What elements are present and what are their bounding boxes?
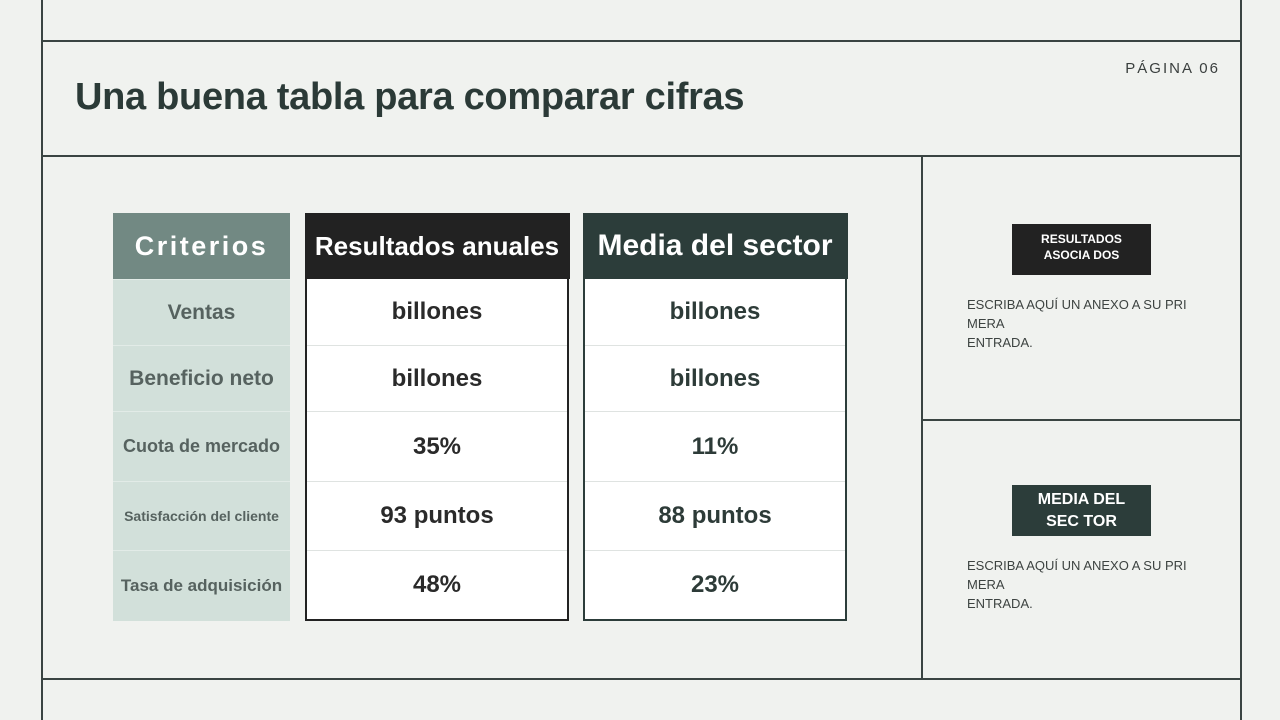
results-cell: 35%	[307, 411, 567, 481]
criteria-cell: Satisfacción del cliente	[113, 481, 290, 550]
sector-column: Media del sector billones billones 11% 8…	[582, 213, 848, 621]
results-column: Resultados anuales billones billones 35%…	[304, 213, 570, 621]
sector-header: Media del sector	[582, 213, 848, 279]
sector-cell: billones	[669, 298, 761, 325]
results-tag: RESULTADOS ASOCIA DOS	[1012, 224, 1151, 275]
sector-cell: 88 puntos	[585, 481, 845, 550]
sector-cell: 11%	[585, 411, 845, 481]
results-cell: billones	[391, 298, 483, 325]
page-title: Una buena tabla para comparar cifras	[75, 76, 745, 118]
sector-cell: billones	[585, 345, 845, 411]
results-header: Resultados anuales	[304, 213, 570, 279]
criteria-cell: Beneficio neto	[113, 345, 290, 411]
sector-note: ESCRIBA AQUÍ UN ANEXO A SU PRI MERA ENTR…	[967, 558, 1187, 611]
criteria-cell: Cuota de mercado	[113, 411, 290, 481]
results-cell: 48%	[307, 550, 567, 619]
sector-tag: MEDIA DEL SEC TOR	[1012, 485, 1151, 536]
results-cell: billones	[307, 345, 567, 411]
sector-cell: 23%	[585, 550, 845, 619]
results-note: ESCRIBA AQUÍ UN ANEXO A SU PRI MERA ENTR…	[967, 297, 1187, 350]
criteria-cell: Tasa de adquisición	[113, 550, 290, 621]
divider	[41, 678, 1241, 680]
divider	[41, 0, 43, 720]
divider	[921, 155, 923, 679]
page-number: PÁGINA 06	[1125, 60, 1220, 77]
divider	[41, 155, 1241, 157]
divider	[921, 419, 1241, 421]
results-cell: 93 puntos	[307, 481, 567, 550]
divider	[1240, 0, 1242, 720]
criteria-cell: Ventas	[113, 279, 290, 345]
criteria-header: Criterios	[113, 213, 290, 279]
criteria-column: Criterios Ventas Beneficio neto Cuota de…	[113, 213, 290, 621]
divider	[41, 40, 1241, 42]
